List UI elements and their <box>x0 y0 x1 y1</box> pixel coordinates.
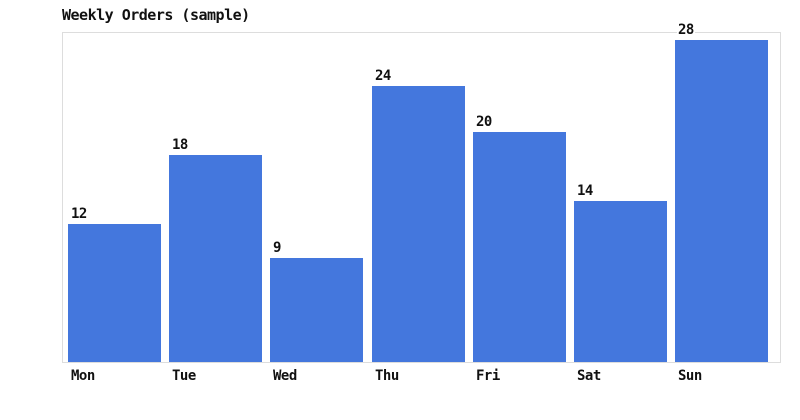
bar-sun <box>675 40 768 362</box>
bar-tue <box>169 155 262 362</box>
bar-value-label-mon: 12 <box>70 206 88 222</box>
bar-thu <box>372 86 465 362</box>
bar-fri <box>473 132 566 362</box>
x-tick-label-sat: Sat <box>577 368 601 384</box>
x-tick-label-thu: Thu <box>375 368 399 384</box>
x-axis-labels: Mon Tue Wed Thu Fri Sat Sun <box>63 369 780 385</box>
bar-value-label-thu: 24 <box>374 68 392 84</box>
bar-value-label-wed: 9 <box>272 240 282 256</box>
bar-value-label-sun: 28 <box>677 22 695 38</box>
x-tick-label-wed: Wed <box>273 368 297 384</box>
bar-value-label-tue: 18 <box>171 137 189 153</box>
x-tick-label-sun: Sun <box>678 368 702 384</box>
bar-value-label-fri: 20 <box>475 114 493 130</box>
bar-wed <box>270 258 363 362</box>
chart-title: Weekly Orders (sample) <box>62 6 250 24</box>
bar-mon <box>68 224 161 362</box>
bar-sat <box>574 201 667 362</box>
plot-area: 12 18 9 24 20 14 28 <box>62 23 781 363</box>
x-tick-label-mon: Mon <box>71 368 95 384</box>
x-tick-label-fri: Fri <box>476 368 500 384</box>
bar-value-label-sat: 14 <box>576 183 594 199</box>
x-tick-label-tue: Tue <box>172 368 196 384</box>
